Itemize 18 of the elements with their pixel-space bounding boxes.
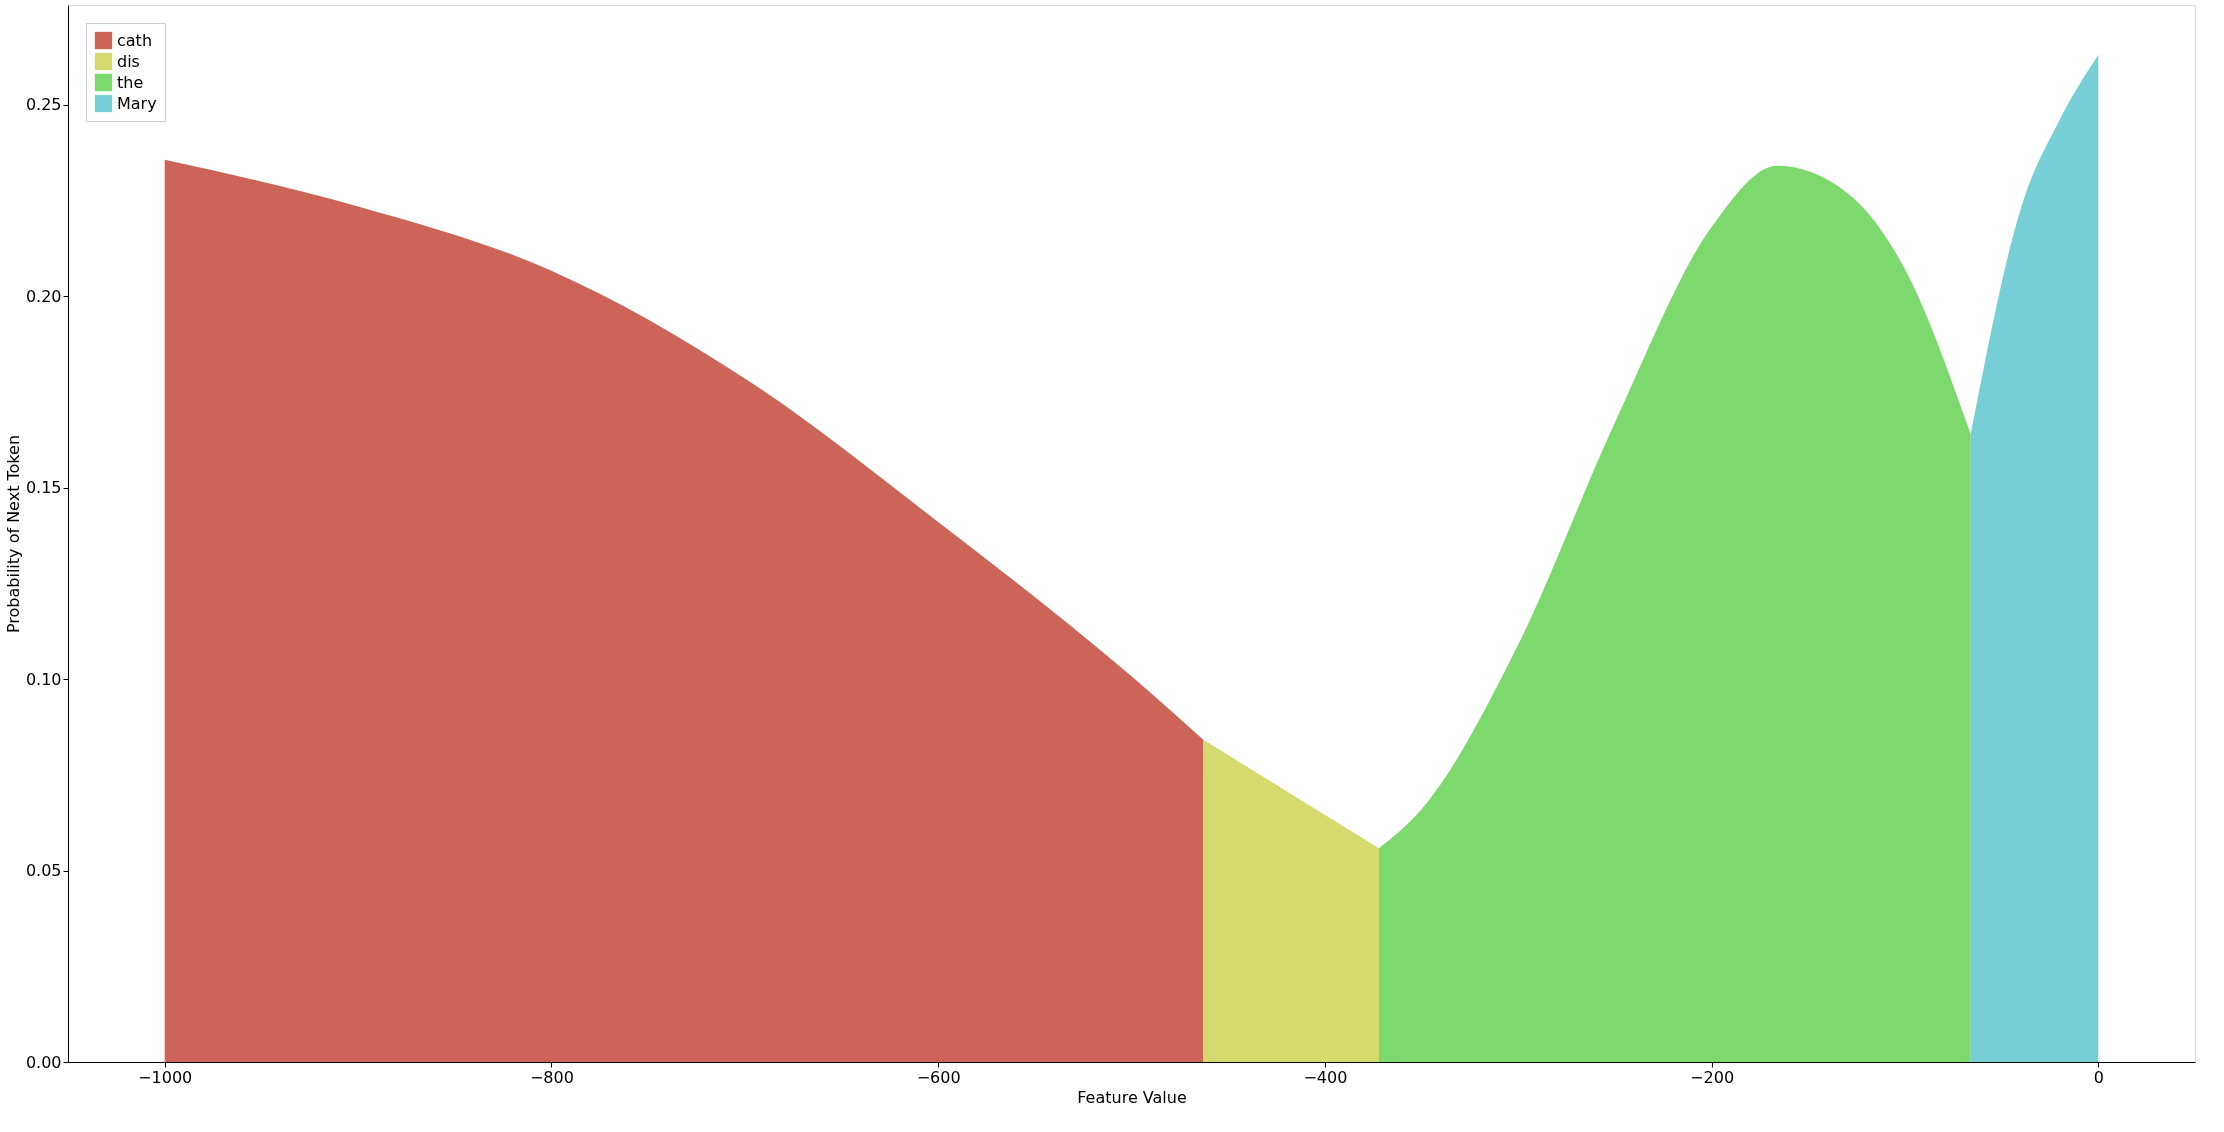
legend-label: cath: [117, 30, 153, 50]
x-tick-label: 0: [2093, 1067, 2104, 1087]
x-tick-label: −600: [916, 1067, 961, 1087]
x-tick-label: −1000: [138, 1067, 193, 1087]
y-tick-label: 0.05: [25, 861, 62, 881]
y-tick-label: 0.20: [25, 286, 62, 306]
x-tick-label: −400: [1303, 1067, 1348, 1087]
legend-label: dis: [117, 51, 140, 71]
x-tick-label: −200: [1690, 1067, 1735, 1087]
y-tick-label: 0.25: [25, 95, 62, 115]
y-tick-label: 0.10: [25, 669, 62, 689]
legend-label: Mary: [117, 93, 157, 113]
x-tick-label: −800: [529, 1067, 574, 1087]
y-axis-title: Probability of Next Token: [3, 434, 23, 634]
x-axis-title: Feature Value: [1077, 1087, 1187, 1107]
y-tick-label: 0.00: [25, 1052, 62, 1072]
y-tick-label: 0.15: [25, 478, 62, 498]
legend-label: the: [117, 72, 144, 92]
